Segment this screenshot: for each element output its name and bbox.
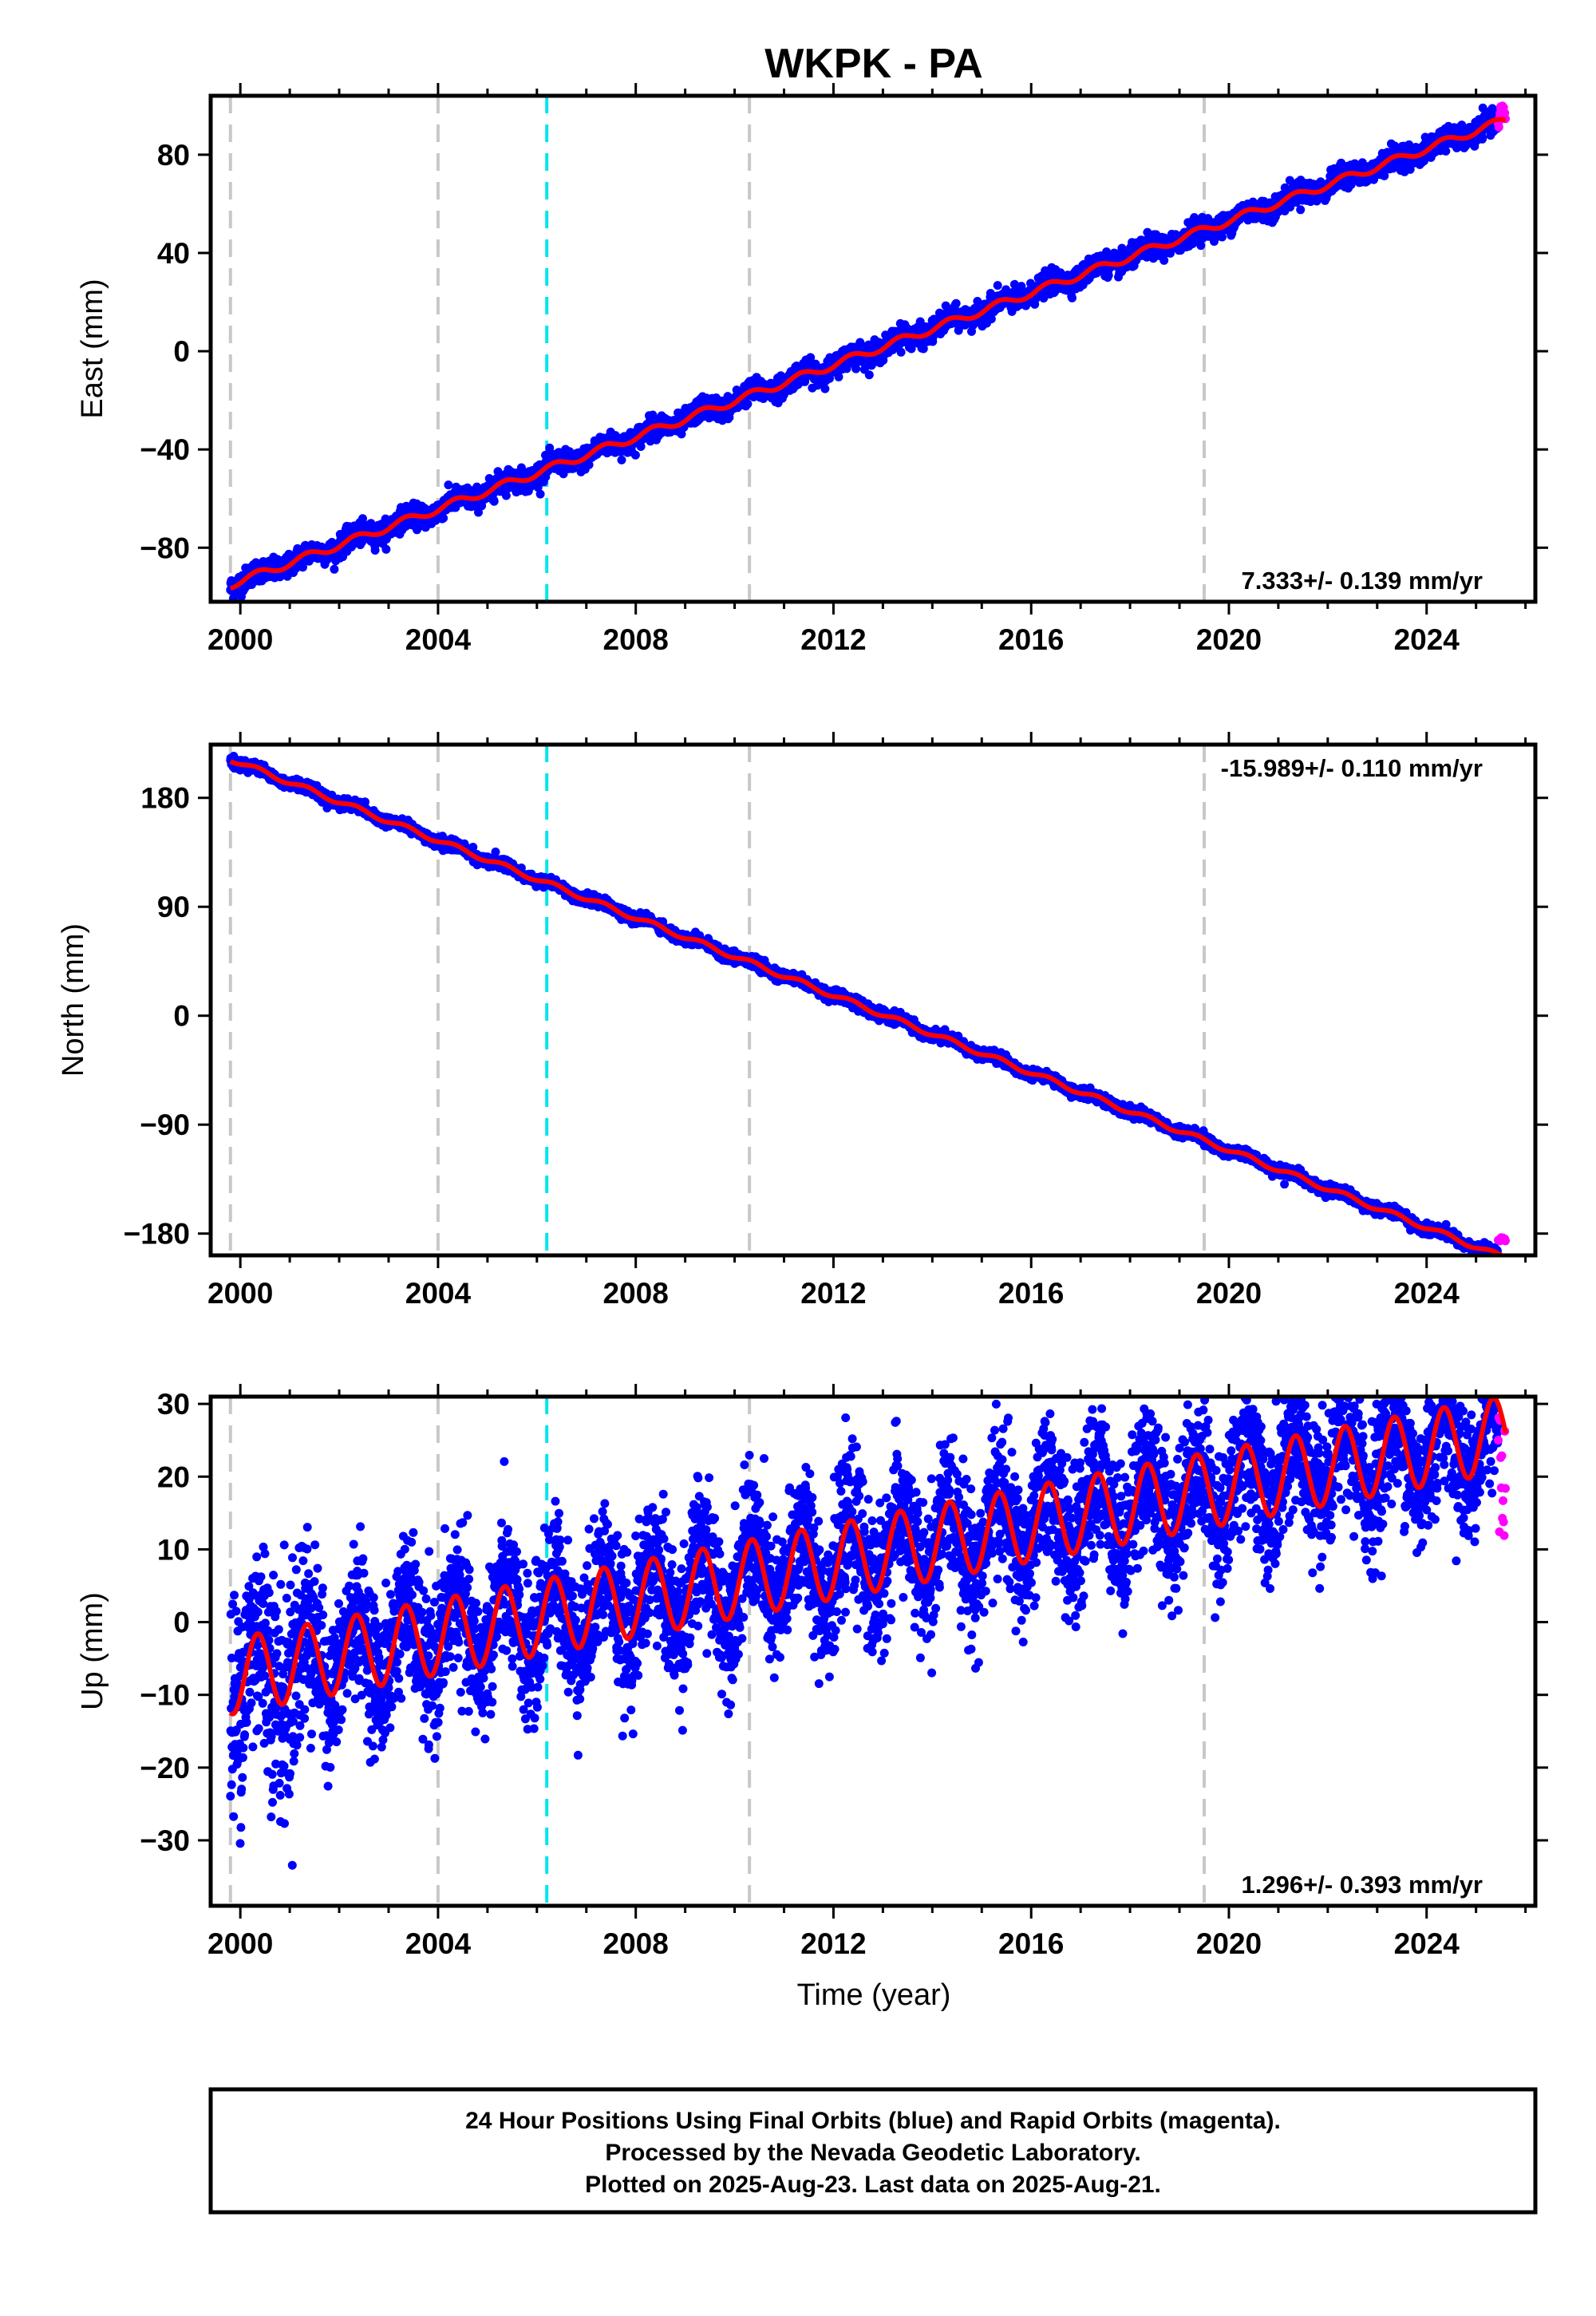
up-y-tick-label: 10 [157, 1533, 190, 1566]
north-x-tick-label: 2004 [405, 1277, 472, 1310]
east-panel: 2000 2004 2008 2012 2016 2020 2024 −80 −40 0 40 80 E… [76, 83, 1548, 656]
up-y-tick-label: −20 [140, 1752, 190, 1784]
up-panel: 2000 2004 2008 2012 2016 2020 2024 −30 −20 −10 0 10… [76, 1384, 1548, 1960]
north-x-tick-label: 2012 [800, 1277, 866, 1310]
x-axis-label: Time (year) [797, 1978, 951, 2012]
east-y-tick-label: 40 [157, 237, 190, 270]
north-x-tick-label: 2024 [1394, 1277, 1460, 1310]
east-y-tick-label: 80 [157, 139, 190, 172]
up-model-line [228, 1397, 1508, 1717]
up-frame [208, 1394, 1538, 1908]
north-y-tick-label: 180 [140, 782, 190, 815]
east-x-tick-label: 2000 [207, 623, 273, 656]
north-panel: 2000 2004 2008 2012 2016 2020 2024 −180 −90 0 90 18… [57, 732, 1548, 1310]
east-x-tick-label: 2012 [800, 623, 866, 656]
up-y-tick-label: −30 [140, 1824, 190, 1857]
up-x-tick-label: 2000 [207, 1927, 273, 1960]
east-data-area [226, 96, 1510, 602]
north-frame [208, 742, 1538, 1258]
north-rapid-orbit-points [1494, 1233, 1510, 1246]
footer-box [208, 2087, 1538, 2215]
east-x-tick-label: 2008 [603, 623, 669, 656]
north-y-axis-label: North (mm) [57, 923, 90, 1077]
up-x-tick-label: 2012 [800, 1927, 866, 1960]
north-y-tick-label: −180 [124, 1218, 190, 1251]
east-y-tick-label: −80 [140, 532, 190, 564]
east-y-tick-label: 0 [173, 335, 190, 368]
footer-line-2: Processed by the Nevada Geodetic Laborat… [605, 2140, 1140, 2166]
north-rate-label: -15.989+/- 0.110 mm/yr [1221, 754, 1483, 782]
north-y-tick-label: 0 [173, 1000, 190, 1033]
north-x-tick-label: 2000 [207, 1277, 273, 1310]
up-x-tick-label: 2016 [998, 1927, 1064, 1960]
up-data-area [226, 1397, 1510, 1906]
up-y-tick-label: 30 [157, 1388, 190, 1421]
north-y-tick-label: 90 [157, 891, 190, 923]
east-y-axis-label: East (mm) [76, 279, 109, 418]
footer-line-1: 24 Hour Positions Using Final Orbits (bl… [465, 2108, 1281, 2134]
up-x-tick-label: 2020 [1196, 1927, 1262, 1960]
up-x-tick-label: 2008 [603, 1927, 669, 1960]
up-y-tick-label: 0 [173, 1607, 190, 1639]
up-rate-label: 1.296+/- 0.393 mm/yr [1242, 1871, 1483, 1899]
east-frame [208, 93, 1538, 604]
north-model-line [229, 759, 1506, 1255]
east-model-line [229, 117, 1507, 591]
footer-line-3: Plotted on 2025-Aug-23. Last data on 202… [585, 2172, 1161, 2198]
north-x-tick-label: 2020 [1196, 1277, 1262, 1310]
east-y-tick-label: −40 [140, 433, 190, 466]
east-x-tick-label: 2020 [1196, 623, 1262, 656]
north-x-tick-label: 2016 [998, 1277, 1064, 1310]
east-x-tick-label: 2024 [1394, 623, 1460, 656]
north-x-tick-label: 2008 [603, 1277, 669, 1310]
chart-title: WKPK - PA [764, 41, 982, 87]
up-x-tick-label: 2024 [1394, 1927, 1460, 1960]
north-y-tick-label: −90 [140, 1109, 190, 1141]
east-rapid-orbit-points [1494, 101, 1510, 132]
east-x-tick-label: 2004 [405, 623, 472, 656]
east-x-tick-label: 2016 [998, 623, 1064, 656]
up-y-axis-label: Up (mm) [76, 1592, 109, 1710]
up-y-tick-label: −10 [140, 1679, 190, 1712]
up-y-tick-label: 20 [157, 1460, 190, 1493]
north-data-area [226, 745, 1510, 1255]
up-x-tick-label: 2004 [405, 1927, 472, 1960]
east-rate-label: 7.333+/- 0.139 mm/yr [1242, 567, 1483, 595]
